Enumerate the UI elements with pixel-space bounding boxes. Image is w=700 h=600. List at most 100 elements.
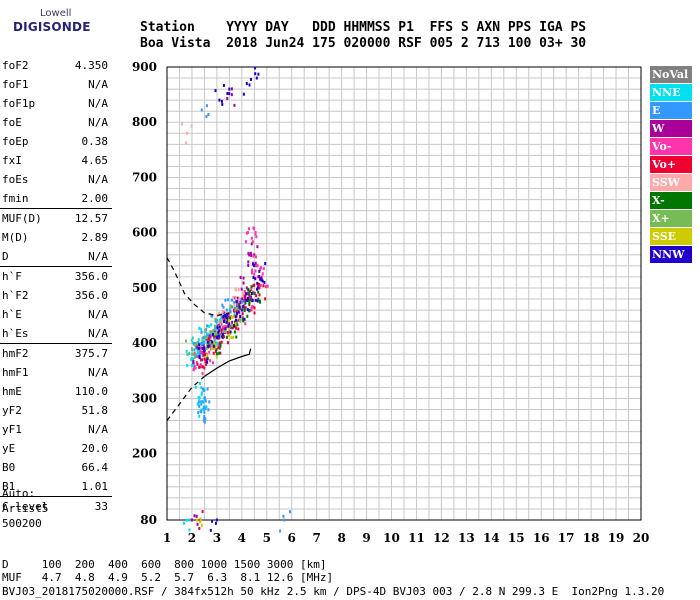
data-point-e (197, 411, 200, 415)
param-label: hmF1 (2, 366, 29, 379)
data-point-e (233, 301, 236, 305)
data-point-nnw (218, 98, 221, 102)
data-point-e (220, 314, 223, 318)
data-point-nnw (264, 262, 267, 266)
data-point-ssw (220, 325, 223, 329)
data-point-nne (183, 521, 186, 525)
data-point-e (224, 298, 227, 302)
data-point-x (238, 303, 241, 307)
data-point-nnw (250, 292, 253, 295)
logo-lowell-text: Lowell (40, 8, 72, 19)
data-point-ssw (232, 295, 235, 299)
data-point-ssw (240, 306, 243, 310)
data-point-vo (253, 306, 256, 310)
param-label: foF2 (2, 59, 29, 72)
data-point-w (236, 300, 239, 304)
data-point-sse (214, 343, 217, 347)
data-point-e (207, 113, 210, 117)
data-point-sse (199, 517, 202, 521)
data-point-w (249, 251, 252, 255)
data-point-e (233, 306, 236, 310)
data-point-vo (255, 294, 258, 298)
data-point-nnw (206, 357, 209, 361)
data-point-vo (195, 361, 198, 365)
data-point-nne (190, 364, 193, 368)
data-point-nne (200, 408, 203, 412)
data-point-x (248, 298, 251, 302)
data-point-vo (259, 267, 262, 271)
data-point-vo (201, 372, 204, 376)
data-point-e (229, 310, 232, 314)
data-point-x (219, 343, 222, 347)
data-point-w (256, 245, 259, 249)
data-point-x (243, 307, 246, 311)
data-point-w (190, 518, 193, 522)
data-point-sse (213, 341, 216, 345)
data-point-e (201, 400, 204, 404)
param-row-fof2: foF2 4.350 (0, 56, 112, 75)
y-tick-label: 800 (132, 115, 157, 129)
data-point-vo (250, 308, 253, 312)
data-point-x (248, 301, 251, 305)
data-point-nnw (212, 332, 215, 336)
param-value: N/A (88, 308, 108, 321)
data-point-nne (196, 350, 199, 354)
data-point-sse (232, 335, 235, 339)
param-label: fxI (2, 154, 22, 167)
param-row-mufd: MUF(D) 12.57 (0, 209, 112, 228)
data-point-nnw (229, 330, 232, 334)
data-point-w (250, 295, 253, 299)
data-point-w (226, 96, 229, 100)
data-point-vo (204, 360, 207, 364)
param-value: 356.0 (74, 270, 108, 283)
data-point-nnw (221, 335, 224, 339)
data-point-nnw (216, 326, 219, 330)
param-label: foE (2, 116, 22, 129)
data-point-vo (262, 267, 265, 271)
param-row-fof1p: foF1p N/A (0, 94, 112, 113)
data-point-vo (227, 341, 230, 345)
data-point-e (200, 402, 203, 406)
data-point-e (205, 115, 208, 119)
legend-item-e: E (650, 101, 692, 120)
auto-program: Artist5 (2, 502, 49, 515)
data-point-nnw (242, 92, 245, 96)
data-point-e (231, 305, 234, 309)
data-point-vo (200, 358, 203, 362)
data-point-x (259, 300, 262, 304)
data-point-w (245, 286, 248, 290)
data-point-w (227, 312, 230, 316)
data-point-nnw (211, 340, 214, 344)
data-point-nnw (207, 344, 210, 348)
param-row-hf2: h`F2 356.0 (0, 286, 112, 305)
data-point-vo (243, 303, 246, 307)
param-row-clevel: C-level 33 (0, 497, 112, 516)
data-point-nnw (240, 308, 243, 312)
data-point-nne (200, 327, 203, 331)
data-point-e (241, 300, 244, 304)
data-point-nne (188, 518, 191, 522)
data-point-e (198, 404, 201, 408)
data-point-vo (258, 283, 261, 287)
data-point-ssw (185, 141, 188, 145)
param-value: N/A (88, 250, 108, 263)
data-point-vo (192, 368, 195, 372)
data-point-nnw (246, 308, 249, 312)
param-row-fmin: fmin 2.00 (0, 189, 112, 209)
data-point-nnw (252, 262, 255, 266)
data-point-nnw (244, 292, 247, 296)
data-point-nne (208, 324, 211, 328)
data-point-e (205, 104, 208, 108)
data-point-vo (203, 357, 206, 361)
param-value: 1.01 (81, 480, 109, 493)
data-point-vo (254, 232, 257, 236)
param-row-hmf1: hmF1 N/A (0, 363, 112, 382)
data-point-vo (212, 361, 215, 365)
data-point-vo (202, 353, 205, 357)
data-point-nnw (256, 299, 259, 303)
data-point-e (283, 518, 286, 522)
param-row-d: D N/A (0, 247, 112, 267)
data-point-w (247, 263, 250, 267)
data-point-vo (198, 365, 201, 369)
data-point-nnw (206, 360, 209, 364)
